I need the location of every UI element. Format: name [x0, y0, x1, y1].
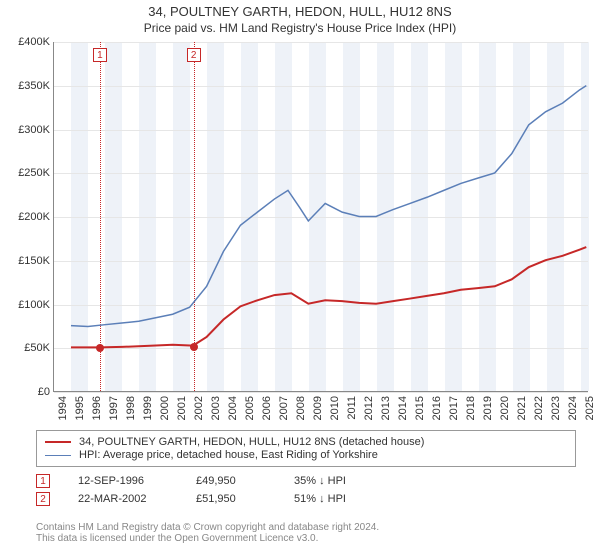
sales-marker-2: 2 — [36, 492, 50, 506]
xtick-label: 1998 — [125, 396, 137, 420]
xtick-label: 2011 — [346, 396, 358, 420]
sales-date: 22-MAR-2002 — [78, 493, 168, 505]
attribution-line2: This data is licensed under the Open Gov… — [36, 533, 576, 544]
series-hpi — [71, 86, 586, 327]
sales-date: 12-SEP-1996 — [78, 475, 168, 487]
xtick-label: 2024 — [567, 396, 579, 420]
xtick-label: 2003 — [210, 396, 222, 420]
xtick-label: 2010 — [329, 396, 341, 420]
attribution-line1: Contains HM Land Registry data © Crown c… — [36, 522, 576, 533]
legend-label: 34, POULTNEY GARTH, HEDON, HULL, HU12 8N… — [79, 436, 424, 448]
legend-swatch — [45, 455, 71, 456]
xtick-label: 2005 — [244, 396, 256, 420]
attribution: Contains HM Land Registry data © Crown c… — [36, 522, 576, 544]
ytick-label: £250K — [18, 167, 50, 179]
xtick-label: 1994 — [57, 396, 69, 420]
ytick-label: £50K — [24, 342, 50, 354]
title-subtitle: Price paid vs. HM Land Registry's House … — [0, 21, 600, 35]
xtick-label: 2022 — [533, 396, 545, 420]
gridline-h — [54, 392, 588, 393]
sales-delta: 35% ↓ HPI — [294, 475, 384, 487]
xtick-label: 2007 — [278, 396, 290, 420]
xtick-label: 1999 — [142, 396, 154, 420]
xtick-label: 2002 — [193, 396, 205, 420]
xtick-label: 2009 — [312, 396, 324, 420]
xtick-label: 2019 — [482, 396, 494, 420]
plot-area: 12 — [53, 42, 588, 392]
xtick-label: 2016 — [431, 396, 443, 420]
xtick-label: 2004 — [227, 396, 239, 420]
sales-table: 1 12-SEP-1996 £49,950 35% ↓ HPI 2 22-MAR-2002… — [36, 470, 384, 510]
legend-box: 34, POULTNEY GARTH, HEDON, HULL, HU12 8N… — [36, 430, 576, 467]
chart-area: 12 £0£50K£100K£150K£200K£250K£300K£350K£… — [8, 42, 592, 422]
sales-price: £49,950 — [196, 475, 266, 487]
ytick-label: £200K — [18, 211, 50, 223]
legend-swatch — [45, 441, 71, 443]
sales-delta: 51% ↓ HPI — [294, 493, 384, 505]
xtick-label: 2008 — [295, 396, 307, 420]
xtick-label: 2000 — [159, 396, 171, 420]
ytick-label: £300K — [18, 124, 50, 136]
sales-row: 2 22-MAR-2002 £51,950 51% ↓ HPI — [36, 492, 384, 506]
xtick-label: 2023 — [550, 396, 562, 420]
xtick-label: 2006 — [261, 396, 273, 420]
xtick-label: 2012 — [363, 396, 375, 420]
legend-item: 34, POULTNEY GARTH, HEDON, HULL, HU12 8N… — [45, 436, 567, 448]
series-property — [71, 247, 586, 347]
xtick-label: 2013 — [380, 396, 392, 420]
xtick-label: 2025 — [584, 396, 596, 420]
chart-container: 34, POULTNEY GARTH, HEDON, HULL, HU12 8N… — [0, 0, 600, 560]
ytick-label: £400K — [18, 36, 50, 48]
ytick-label: £0 — [38, 386, 50, 398]
title-address: 34, POULTNEY GARTH, HEDON, HULL, HU12 8N… — [0, 4, 600, 19]
legend-label: HPI: Average price, detached house, East… — [79, 449, 378, 461]
xtick-label: 2020 — [499, 396, 511, 420]
xtick-label: 2021 — [516, 396, 528, 420]
sales-marker-1: 1 — [36, 474, 50, 488]
ytick-label: £150K — [18, 255, 50, 267]
ytick-label: £350K — [18, 80, 50, 92]
xtick-label: 1995 — [74, 396, 86, 420]
series-svg — [54, 42, 588, 391]
ytick-label: £100K — [18, 299, 50, 311]
title-block: 34, POULTNEY GARTH, HEDON, HULL, HU12 8N… — [0, 0, 600, 35]
xtick-label: 1997 — [108, 396, 120, 420]
xtick-label: 1996 — [91, 396, 103, 420]
sales-row: 1 12-SEP-1996 £49,950 35% ↓ HPI — [36, 474, 384, 488]
legend-item: HPI: Average price, detached house, East… — [45, 449, 567, 461]
xtick-label: 2017 — [448, 396, 460, 420]
xtick-label: 2001 — [176, 396, 188, 420]
xtick-label: 2018 — [465, 396, 477, 420]
sales-price: £51,950 — [196, 493, 266, 505]
xtick-label: 2015 — [414, 396, 426, 420]
xtick-label: 2014 — [397, 396, 409, 420]
